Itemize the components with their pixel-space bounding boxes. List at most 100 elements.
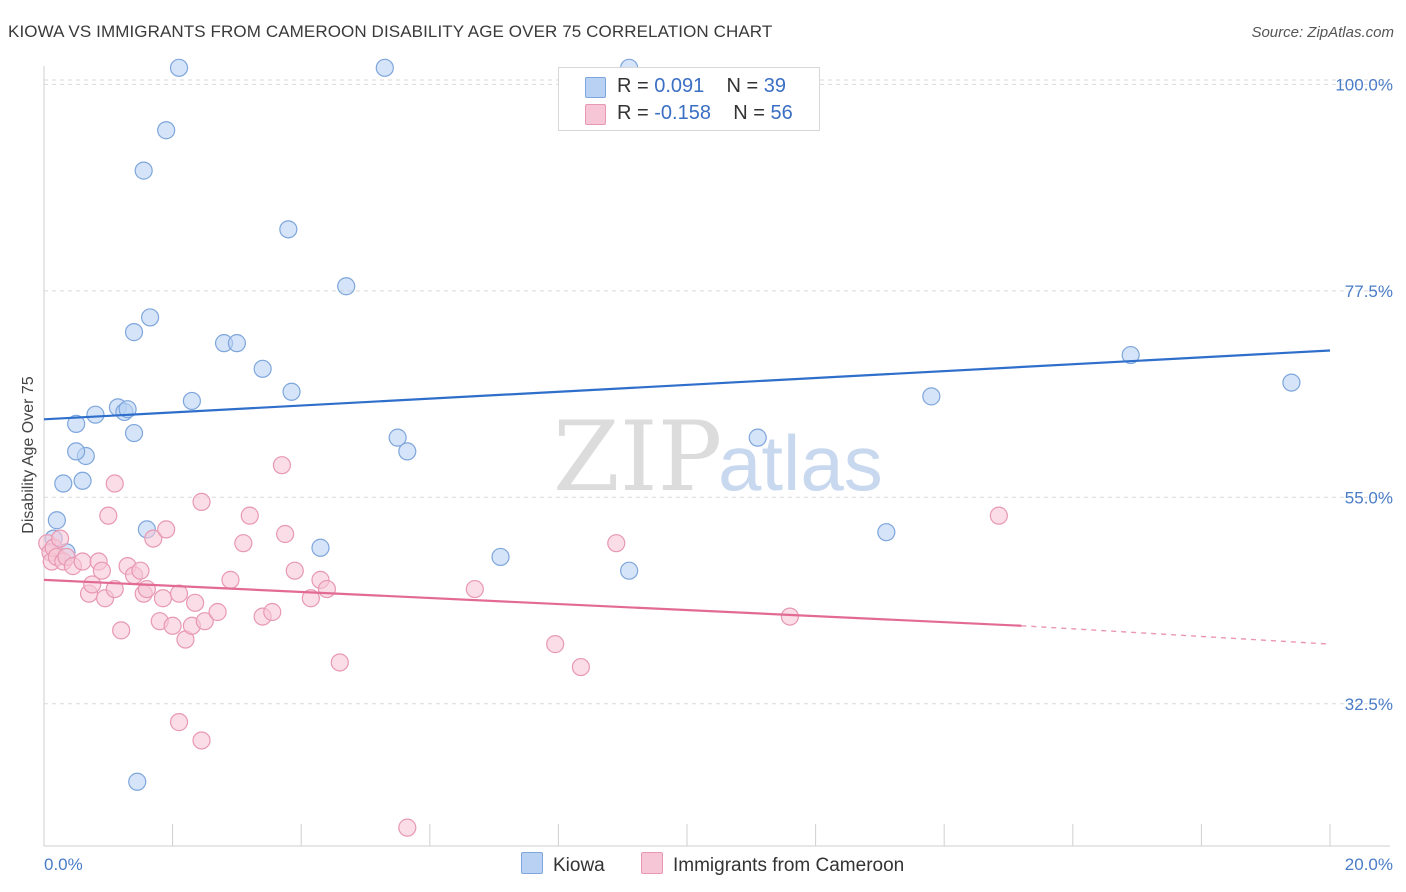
cameroon-point: [192, 731, 211, 750]
kiowa-point: [140, 308, 160, 327]
kiowa-point: [398, 442, 417, 461]
cameroon-point: [92, 561, 111, 580]
cameroon-point: [186, 593, 205, 612]
kiowa-point: [54, 474, 73, 493]
kiowa-point: [311, 538, 330, 557]
cameroon-point: [989, 506, 1008, 525]
chart-title: KIOWA VS IMMIGRANTS FROM CAMEROON DISABI…: [8, 22, 773, 41]
legend-swatch-cameroon: [585, 104, 606, 125]
bottom-legend-cameroon: Immigrants from Cameroon: [641, 852, 904, 878]
source-label: Source: ZipAtlas.com: [1251, 24, 1394, 41]
data-points: [38, 58, 1301, 837]
kiowa-point: [337, 277, 356, 296]
kiowa-point: [124, 423, 144, 443]
watermark: ZIP atlas: [553, 401, 883, 513]
cameroon-point: [105, 474, 124, 493]
kiowa-point: [1282, 373, 1301, 392]
cameroon-point: [144, 529, 163, 548]
cameroon-point: [221, 570, 240, 589]
y-tick-label: 32.5%: [1345, 695, 1393, 714]
trend-lines: [43, 349, 1331, 645]
cameroon-point: [546, 635, 565, 654]
cameroon-point: [83, 575, 102, 594]
cameroon-point: [99, 506, 118, 525]
kiowa-point: [47, 511, 66, 530]
grid-lines: [44, 79, 1390, 705]
x-tick-label: 20.0%: [1345, 855, 1393, 874]
kiowa-point: [118, 400, 137, 419]
watermark-zip-text: ZIP: [553, 401, 722, 513]
y-tick-label: 77.5%: [1345, 282, 1393, 301]
watermark-atlas-text: atlas: [718, 419, 883, 507]
cameroon-point: [317, 579, 337, 599]
y-tick-label: 55.0%: [1345, 488, 1393, 507]
cameroon-point: [240, 506, 259, 525]
bottom-legend-label-cameroon: Immigrants from Cameroon: [673, 855, 905, 876]
cameroon-point: [571, 657, 591, 677]
kiowa-point: [282, 382, 301, 401]
kiowa-point: [134, 161, 153, 180]
x-tick-label: 0.0%: [44, 855, 83, 874]
cameroon-point: [195, 612, 214, 631]
cameroon-point: [263, 602, 282, 622]
cameroon-point: [208, 602, 227, 622]
cameroon-trend-line: [43, 578, 1022, 627]
cameroon-point: [398, 818, 417, 837]
legend-swatch-kiowa: [585, 77, 606, 98]
cameroon-point: [276, 524, 295, 544]
cameroon-point: [131, 561, 150, 580]
y-axis-label: Disability Age Over 75: [20, 376, 37, 534]
kiowa-point: [73, 471, 92, 490]
bottom-legend-swatch-kiowa: [521, 852, 543, 874]
cameroon-point: [112, 621, 131, 640]
cameroon-point: [607, 534, 626, 553]
cameroon-point: [780, 607, 799, 626]
kiowa-point: [124, 323, 144, 342]
bottom-legend-swatch-cameroon: [641, 852, 663, 874]
kiowa-point: [86, 405, 105, 424]
cameroon-point: [192, 492, 211, 511]
cameroon-point: [105, 579, 124, 599]
cameroon-point: [73, 552, 92, 571]
kiowa-point: [491, 547, 510, 567]
cameroon-point: [465, 579, 484, 599]
cameroon-point: [50, 529, 70, 548]
axes: [43, 66, 1390, 847]
tick-labels: 100.0% 77.5% 55.0% 32.5% 0.0% 20.0%: [44, 75, 1393, 874]
stats-legend: R = 0.091 N = 39 R = -0.158 N = 56: [558, 67, 820, 131]
cameroon-point: [153, 589, 173, 608]
kiowa-point: [922, 387, 941, 406]
kiowa-point: [67, 414, 86, 433]
legend-text-cameroon: R = -0.158 N = 56: [617, 102, 793, 124]
cameroon-point: [137, 579, 156, 599]
cameroon-point: [163, 616, 182, 635]
bottom-legend-label-kiowa: Kiowa: [553, 855, 605, 876]
kiowa-point: [375, 58, 394, 77]
cameroon-point: [301, 589, 320, 608]
kiowa-point: [253, 359, 272, 378]
kiowa-point: [227, 334, 246, 353]
cameroon-point: [234, 534, 253, 553]
kiowa-point: [169, 58, 189, 77]
kiowa-point: [182, 391, 201, 411]
kiowa-point: [620, 561, 639, 580]
kiowa-point: [157, 121, 176, 140]
bottom-legend-kiowa: Kiowa: [521, 852, 605, 878]
kiowa-point: [128, 772, 147, 791]
kiowa-point: [67, 442, 86, 461]
cameroon-point: [285, 561, 304, 580]
cameroon-point: [330, 653, 349, 672]
kiowa-point: [1121, 345, 1140, 365]
kiowa-point: [279, 220, 298, 239]
cameroon-trend-extension: [1021, 625, 1331, 645]
kiowa-point: [388, 428, 407, 447]
cameroon-point: [157, 520, 176, 539]
cameroon-point: [272, 456, 292, 475]
legend-text-kiowa: R = 0.091 N = 39: [617, 75, 787, 97]
cameroon-point: [169, 713, 189, 732]
kiowa-point: [877, 523, 896, 542]
kiowa-point: [748, 428, 767, 447]
y-tick-label: 100.0%: [1335, 75, 1393, 94]
cameroon-point: [169, 584, 189, 603]
